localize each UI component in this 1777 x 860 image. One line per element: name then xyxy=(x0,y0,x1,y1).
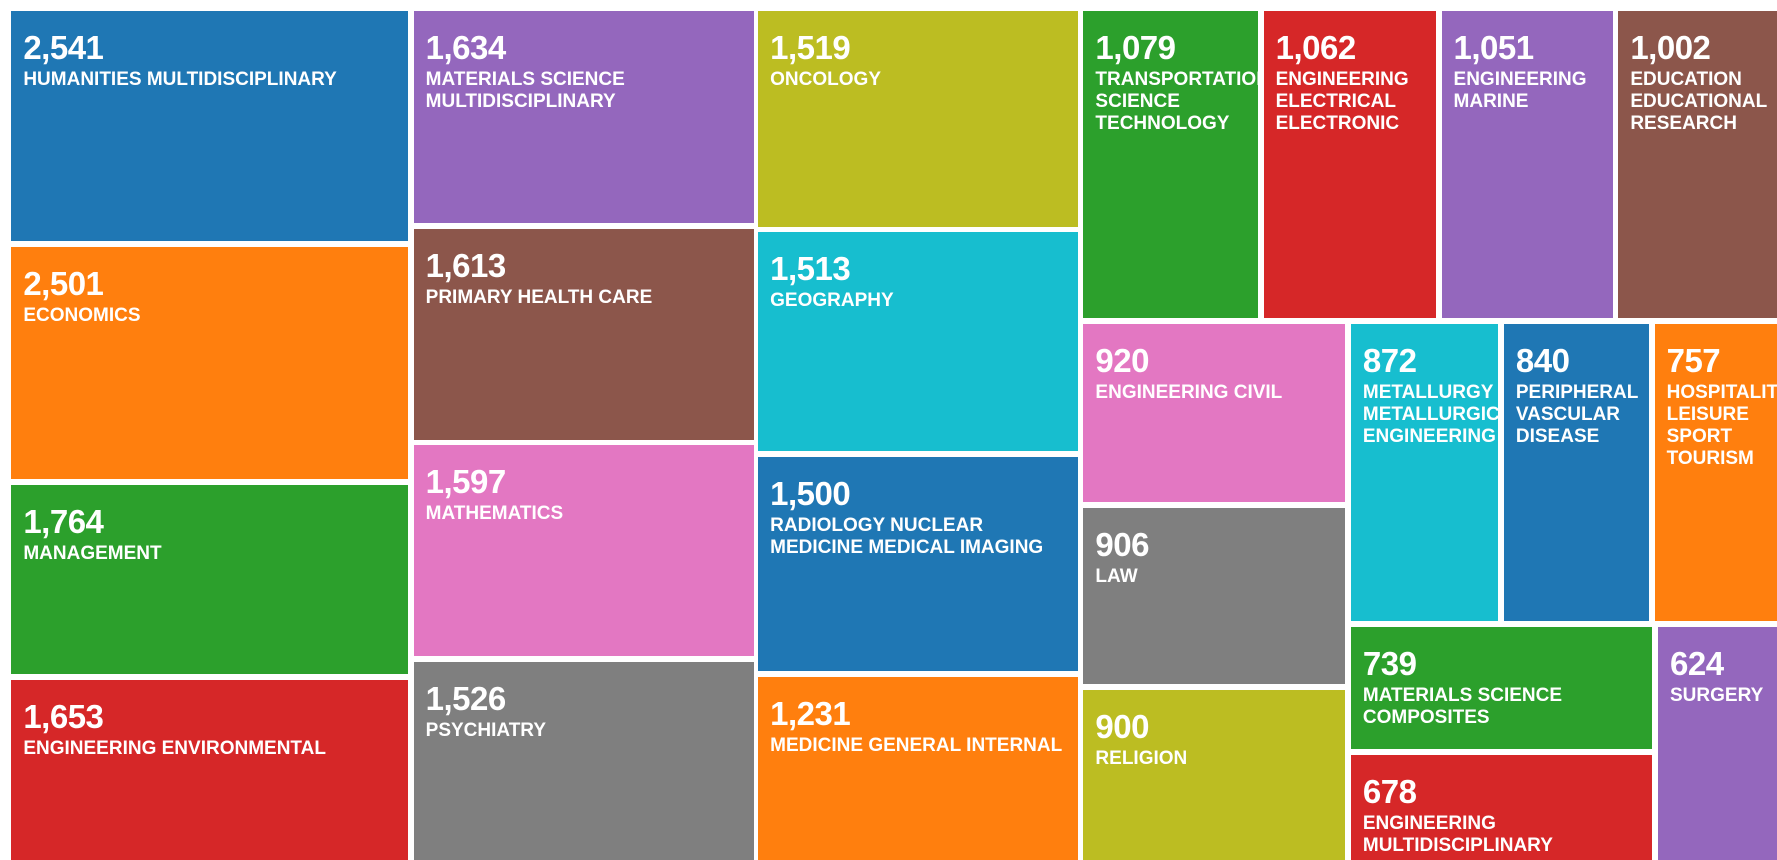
category-label: MATERIALS SCIENCE COMPOSITES xyxy=(1362,684,1563,728)
category-label: RELIGION xyxy=(1095,748,1188,770)
value-label: 757 xyxy=(1666,342,1721,380)
category-label: MANAGEMENT xyxy=(23,543,162,565)
treemap-cell: 757HOSPITALITY LEISURE SPORT TOURISM xyxy=(1654,324,1777,622)
treemap-cell: 1,613 PRIMARY HEALTH CARE xyxy=(413,228,754,440)
treemap-cell: 1,526 PSYCHIATRY xyxy=(413,661,754,860)
category-label: ECONOMICS xyxy=(23,305,141,327)
value-label: 1,500 xyxy=(770,474,851,512)
treemap-cell: 624 SURGERY xyxy=(1658,626,1777,860)
value-label: 624 xyxy=(1670,644,1724,682)
category-label: RADIOLOGY NUCLEAR MEDICINE MEDICAL IMAGI… xyxy=(770,514,1044,558)
value-label: 840 xyxy=(1515,342,1570,380)
category-label: ENGINEERING ELECTRICAL ELECTRONIC xyxy=(1275,69,1409,135)
value-label: 1,613 xyxy=(425,246,507,284)
category-label: MEDICINE GENERAL INTERNAL xyxy=(770,734,1063,756)
category-label: HOSPITALITY LEISURE SPORT TOURISM xyxy=(1666,382,1777,470)
category-label: PERIPHERAL VASCULAR DISEASE xyxy=(1515,382,1638,448)
category-label: ENGINEERING ENVIRONMENTAL xyxy=(23,737,326,759)
treemap-cell: 906 LAW xyxy=(1083,507,1346,685)
treemap-cell: 1,653 ENGINEERING ENVIRONMENTAL xyxy=(11,679,408,860)
treemap-cell: 678 ENGINEERING MULTIDISCIPLINARY xyxy=(1350,754,1653,860)
treemap-cell: 739 MATERIALS SCIENCE COMPOSITES xyxy=(1350,626,1653,750)
category-label: ONCOLOGY xyxy=(770,69,881,91)
category-label: LAW xyxy=(1095,565,1138,587)
treemap-cell: 1,500 RADIOLOGY NUCLEAR MEDICINE MEDICAL … xyxy=(758,456,1078,671)
category-label: METALLURGY METALLURGICAL ENGINEERING xyxy=(1362,382,1499,448)
treemap-cell: 2,501 ECONOMICS xyxy=(11,247,408,480)
value-label: 678 xyxy=(1362,772,1417,810)
category-label: MATHEMATICS xyxy=(425,503,564,525)
treemap-cell: 1,634 MATERIALS SCIENCE MULTIDISCIPLINARY xyxy=(413,11,754,224)
value-label: 1,079 xyxy=(1095,29,1176,67)
value-label: 1,597 xyxy=(425,463,507,501)
treemap-cell: 1,519 ONCOLOGY xyxy=(758,11,1078,227)
value-label: 1,513 xyxy=(770,250,851,288)
treemap-cell: 1,513 GEOGRAPHY xyxy=(758,232,1078,452)
value-label: 1,653 xyxy=(23,697,104,735)
treemap-cell: 900 RELIGION xyxy=(1083,690,1346,860)
value-label: 1,231 xyxy=(770,694,851,732)
value-label: 2,501 xyxy=(23,265,104,303)
category-label: GEOGRAPHY xyxy=(770,290,894,312)
category-label: ENGINEERING CIVIL xyxy=(1095,382,1283,404)
treemap-cell: 1,764 MANAGEMENT xyxy=(11,485,408,675)
category-label: ENGINEERING MULTIDISCIPLINARY xyxy=(1362,812,1553,856)
value-label: 1,634 xyxy=(425,29,507,67)
treemap-cell: 920 ENGINEERING CIVIL xyxy=(1083,324,1346,503)
value-label: 1,764 xyxy=(23,503,104,541)
value-label: 1,062 xyxy=(1275,29,1357,67)
category-label: SURGERY xyxy=(1670,684,1764,706)
treemap-cell: 1,597 MATHEMATICS xyxy=(413,445,754,657)
value-label: 920 xyxy=(1095,342,1149,380)
value-label: 1,002 xyxy=(1630,29,1711,67)
value-label: 1,519 xyxy=(770,29,851,67)
value-label: 906 xyxy=(1095,525,1149,563)
category-label: MATERIALS SCIENCE MULTIDISCIPLINARY xyxy=(425,69,625,113)
treemap-cell: 840 PERIPHERAL VASCULAR DISEASE xyxy=(1503,324,1649,622)
treemap-cell: 1,051 ENGINEERING MARINE xyxy=(1441,11,1613,319)
value-label: 739 xyxy=(1362,644,1417,682)
treemap-cell: 1,231 MEDICINE GENERAL INTERNAL xyxy=(758,676,1078,860)
value-label: 872 xyxy=(1362,342,1417,380)
value-label: 2,541 xyxy=(23,29,104,67)
category-label: PRIMARY HEALTH CARE xyxy=(425,286,653,308)
category-label: EDUCATION EDUCATIONAL RESEARCH xyxy=(1630,69,1767,135)
category-label: PSYCHIATRY xyxy=(425,719,546,741)
value-label: 1,526 xyxy=(425,679,507,717)
treemap-cell: 1,062 ENGINEERING ELECTRICAL ELECTRONIC xyxy=(1263,11,1436,319)
category-label: TRANSPORTATION SCIENCE TECHNOLOGY xyxy=(1095,69,1258,135)
treemap-cell: 2,541 HUMANITIES MULTIDISCIPLINARY xyxy=(11,11,408,242)
category-label: ENGINEERING MARINE xyxy=(1453,69,1587,113)
treemap-cell: 1,002 EDUCATION EDUCATIONAL RESEARCH xyxy=(1618,11,1777,319)
category-label: HUMANITIES MULTIDISCIPLINARY xyxy=(23,69,337,91)
value-label: 900 xyxy=(1095,708,1149,746)
treemap-cell: 1,079 TRANSPORTATION SCIENCE TECHNOLOGY xyxy=(1083,11,1258,319)
value-label: 1,051 xyxy=(1453,29,1535,67)
